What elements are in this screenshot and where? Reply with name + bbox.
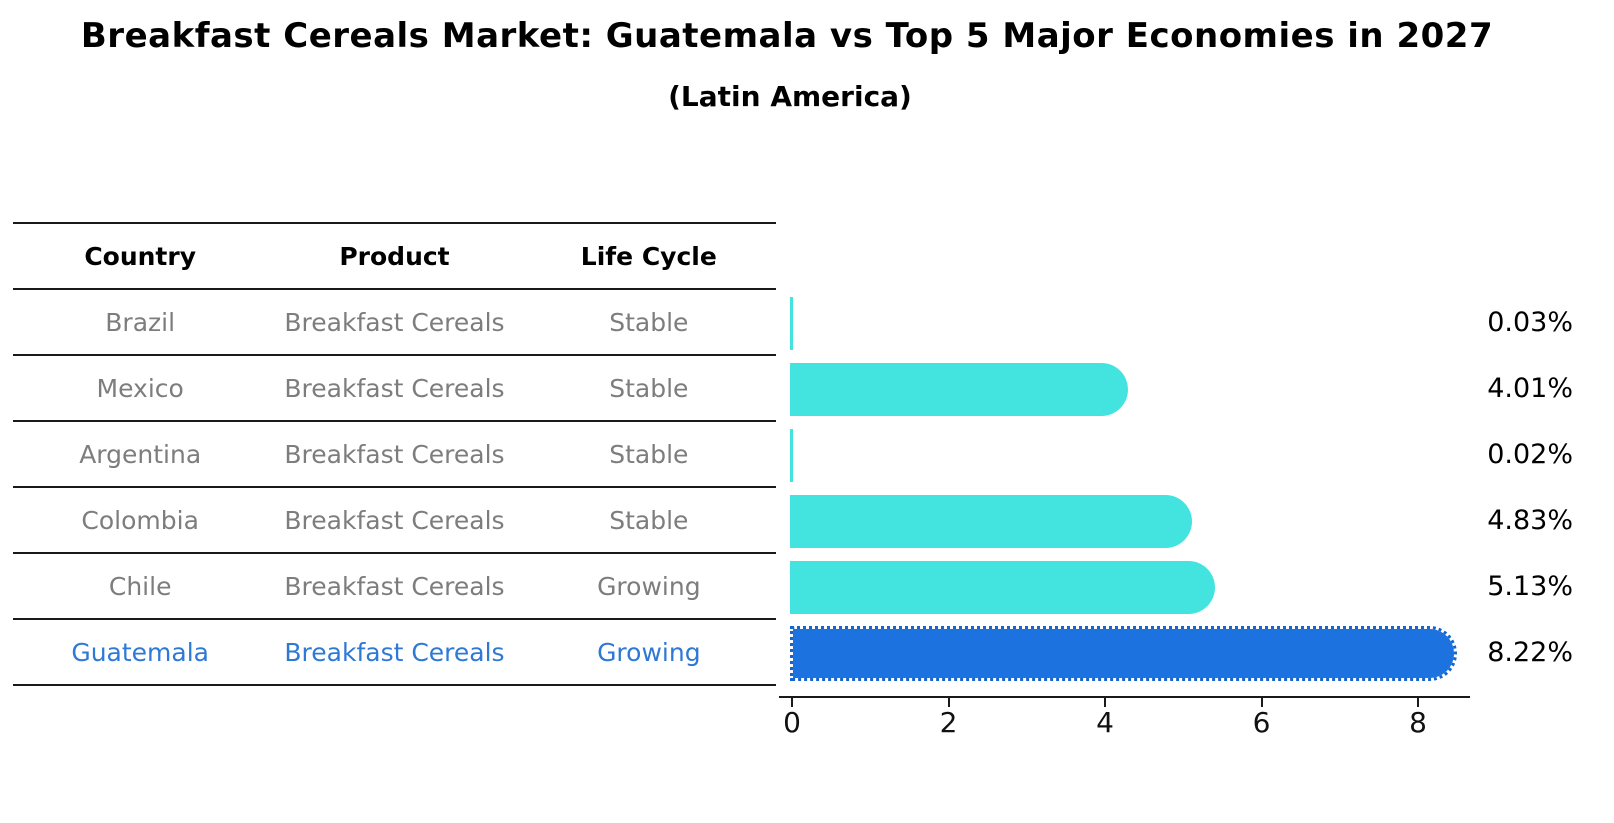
- x-tick: [1104, 698, 1106, 707]
- x-axis-line: [779, 696, 1470, 698]
- table-header-lifecycle: Life Cycle: [580, 241, 717, 271]
- product-cell: Breakfast Cereals: [284, 307, 505, 337]
- product-cell: Breakfast Cereals: [284, 373, 505, 403]
- x-tick-label: 0: [783, 706, 801, 739]
- table-row-guatemala: Guatemala Breakfast Cereals Growing: [13, 620, 776, 686]
- table-header-country: Country: [84, 241, 197, 271]
- product-cell: Breakfast Cereals: [284, 571, 505, 601]
- product-cell: Breakfast Cereals: [284, 505, 505, 535]
- x-tick: [1417, 698, 1419, 707]
- x-tick: [947, 698, 950, 707]
- table-row-mexico: Mexico Breakfast Cereals Stable: [13, 356, 776, 422]
- bar-guatemala: [790, 625, 1457, 681]
- table-header-product: Product: [339, 241, 450, 271]
- lifecycle-cell: Growing: [597, 571, 701, 601]
- lifecycle-cell: Stable: [609, 307, 689, 337]
- x-tick-label: 6: [1252, 706, 1271, 739]
- lifecycle-cell: Stable: [609, 439, 689, 469]
- value-label-argentina: 0.02%: [1487, 439, 1573, 470]
- country-cell: Chile: [108, 571, 172, 601]
- comparison-table-body: Brazil Breakfast Cereals Stable Mexico Break…: [13, 290, 776, 686]
- country-cell: Brazil: [105, 307, 176, 337]
- x-tick-label: 8: [1409, 706, 1427, 739]
- country-cell: Guatemala: [71, 637, 209, 667]
- x-tick-label: 2: [939, 706, 958, 739]
- lifecycle-cell: Stable: [609, 373, 689, 403]
- x-tick-label: 4: [1096, 706, 1114, 739]
- country-cell: Mexico: [96, 373, 184, 403]
- chart-subtitle: (Latin America): [668, 80, 912, 113]
- x-tick: [1260, 698, 1263, 707]
- x-tick: [791, 698, 793, 707]
- product-cell: Breakfast Cereals: [284, 637, 505, 667]
- table-row-brazil: Brazil Breakfast Cereals Stable: [13, 290, 776, 356]
- comparison-table: Country Product Life Cycle Brazil Breakfa…: [13, 222, 776, 686]
- bar-brazil: [790, 296, 793, 350]
- table-row-argentina: Argentina Breakfast Cereals Stable: [13, 422, 776, 488]
- value-label-guatemala: 8.22%: [1487, 637, 1573, 668]
- country-cell: Colombia: [81, 505, 199, 535]
- bar-chile: [790, 560, 1215, 614]
- country-cell: Argentina: [79, 439, 202, 469]
- value-label-mexico: 4.01%: [1487, 373, 1573, 404]
- value-label-colombia: 4.83%: [1487, 505, 1573, 536]
- value-label-brazil: 0.03%: [1487, 307, 1573, 338]
- table-row-chile: Chile Breakfast Cereals Growing: [13, 554, 776, 620]
- value-label-chile: 5.13%: [1487, 571, 1573, 602]
- lifecycle-cell: Growing: [597, 637, 701, 667]
- bar-mexico: [790, 362, 1128, 416]
- bar-colombia: [790, 494, 1192, 548]
- bar-argentina: [790, 428, 793, 482]
- table-row-colombia: Colombia Breakfast Cereals Stable: [13, 488, 776, 554]
- chart-title: Breakfast Cereals Market: Guatemala vs T…: [80, 16, 1494, 56]
- lifecycle-cell: Stable: [609, 505, 689, 535]
- product-cell: Breakfast Cereals: [284, 439, 505, 469]
- table-header-row: Country Product Life Cycle: [13, 222, 776, 290]
